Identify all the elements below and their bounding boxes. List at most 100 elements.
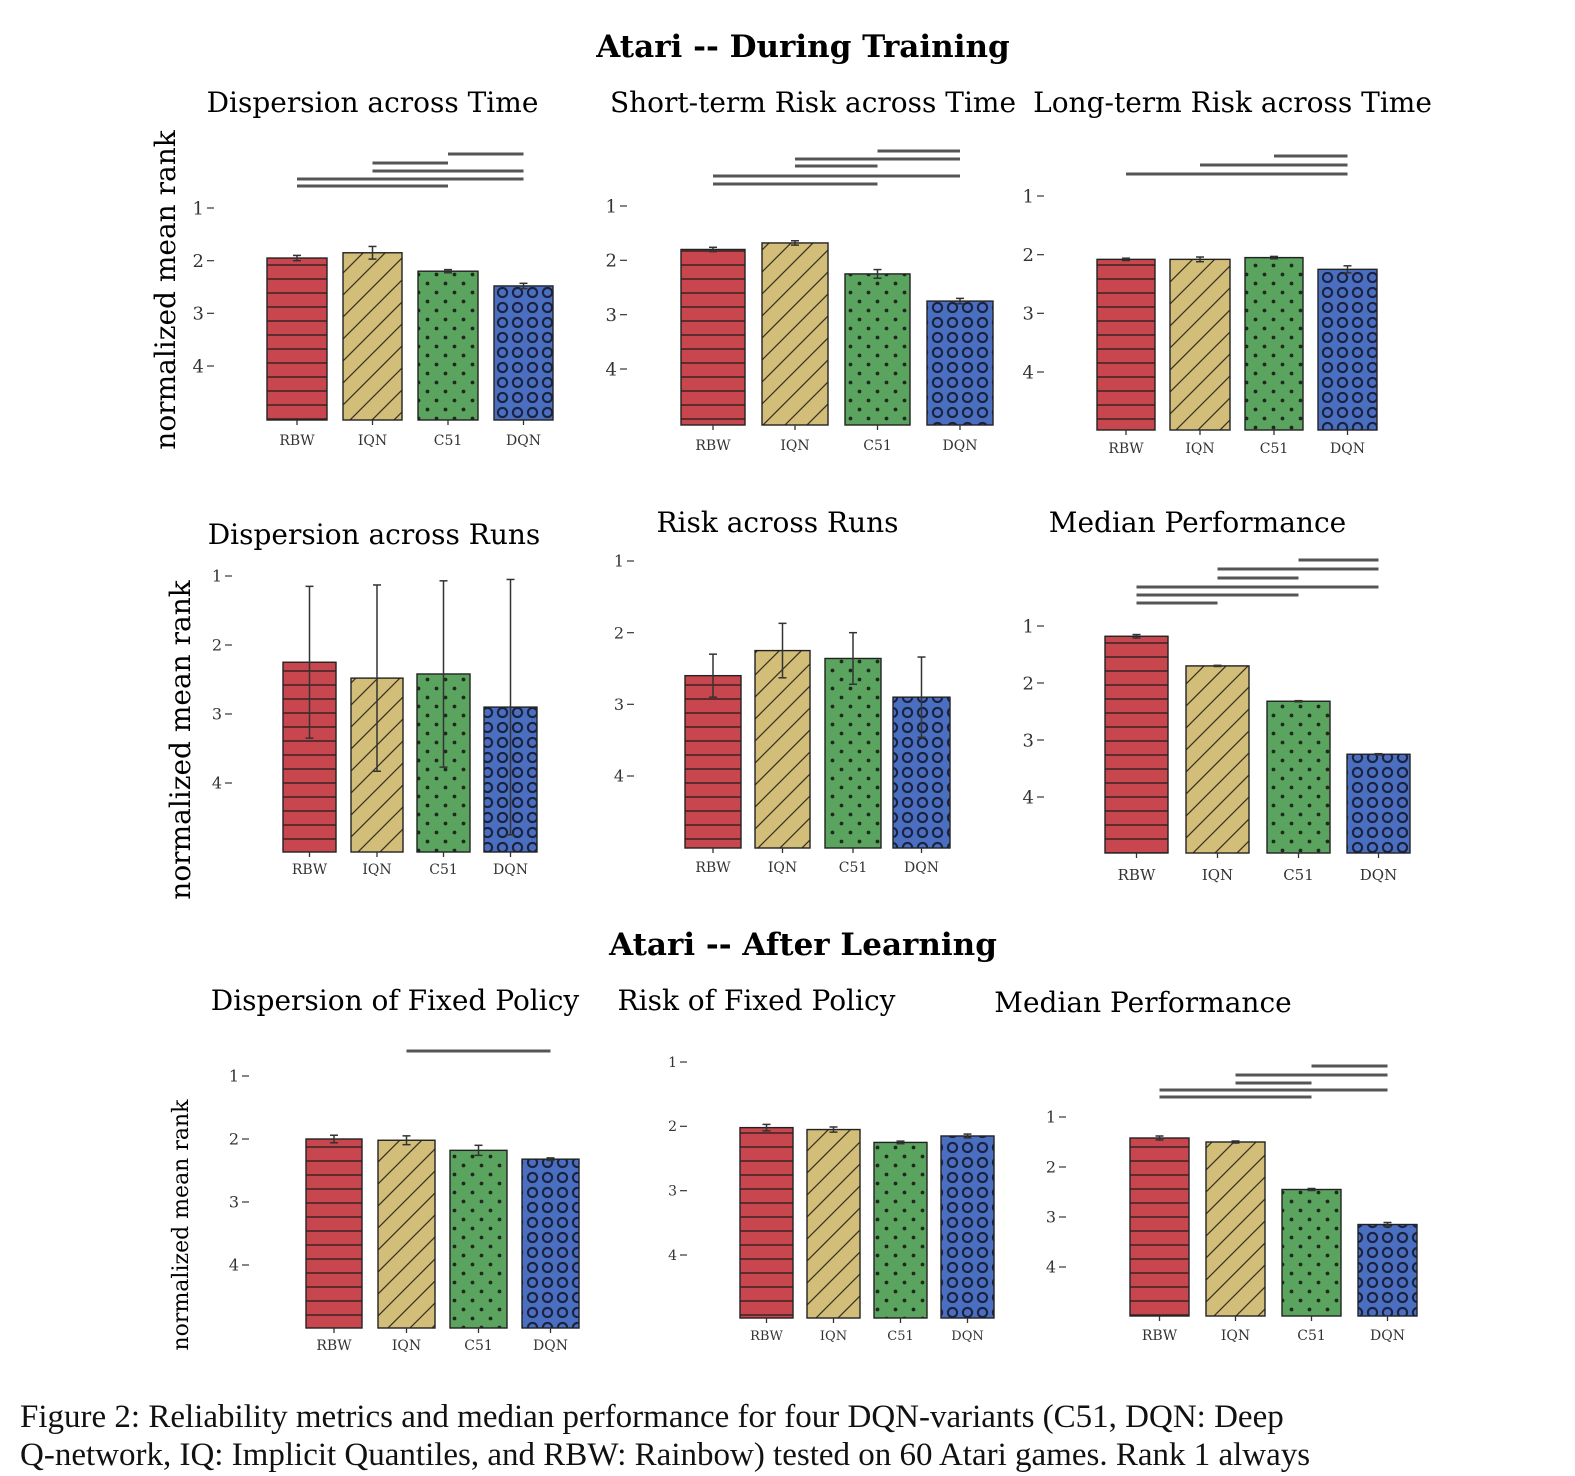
panel-title: Short-term Risk across Time [610,86,1016,119]
error-bar-iqn [1213,664,1222,668]
y-tick-label: 4 [193,356,204,377]
x-tick-label: DQN [904,860,939,876]
bar-dqn [1357,1223,1418,1317]
y-tick-label: 4 [614,767,624,786]
x-tick-label: RBW [695,438,731,454]
error-bar-dqn [956,297,964,305]
bar-dqn [1317,268,1378,431]
y-tick-label: 3 [606,305,617,326]
bar-c51 [873,1141,928,1319]
error-bar-c51 [1294,699,1303,703]
x-tick-label: DQN [1330,441,1365,457]
x-tick-label: RBW [292,862,328,878]
error-bar-rbw [305,585,314,739]
x-tick-label: C51 [1283,866,1314,884]
error-bar-iqn [373,584,381,773]
error-bar-iqn [1231,1140,1240,1144]
x-tick-label: IQN [1202,866,1233,884]
panel-title: Dispersion of Fixed Policy [211,984,580,1017]
error-bar-rbw [762,1123,771,1132]
error-bar-c51 [873,268,882,280]
y-tick-label: 4 [212,774,222,793]
x-tick-label: C51 [839,860,868,876]
error-bar-rbw [709,653,717,698]
y-tick-label: 4 [1046,1258,1056,1277]
y-tick-label: 1 [212,567,222,586]
x-tick-label: IQN [362,862,391,878]
x-tick-label: RBW [1118,866,1156,884]
x-tick-label: RBW [316,1338,352,1354]
error-bar-c51 [896,1140,905,1145]
chart-panel-5: Risk across Runs 1 2 3 4 RBW IQN C51 DQN [614,506,951,876]
x-tick-label: RBW [279,433,315,449]
bar-c51 [844,273,911,426]
chart-panel-9: Median Performance 1 2 3 4 RBW IQN C51 DQN [994,986,1418,1344]
x-tick-label: DQN [1370,1328,1405,1344]
y-tick-label: 1 [193,198,204,219]
error-bar-dqn [506,578,515,836]
bar-c51 [1266,700,1331,854]
y-axis-label: normalized mean rank [164,579,197,899]
error-bar-dqn [1383,1221,1392,1228]
y-tick-label: 1 [606,196,617,217]
figure-caption: Figure 2: Reliability metrics and median… [20,1398,1565,1476]
bar-dqn [521,1158,580,1329]
bar-iqn [761,242,829,426]
caption-line-2: Q-network, IQ: Implicit Quantiles, and R… [20,1437,1311,1473]
y-tick-label: 3 [212,705,222,724]
y-tick-label: 3 [1023,730,1034,751]
y-axis-label: normalized mean rank [169,1099,194,1351]
chart-panel-8: Risk of Fixed Policy 1 2 3 4 RBW IQN C51 DQN [618,984,995,1344]
bar-dqn [493,285,554,421]
y-tick-label: 3 [229,1193,239,1212]
error-bar-dqn [519,282,528,290]
y-tick-label: 2 [668,1119,677,1135]
chart-panel-7: Dispersion of Fixed Policy normalized mea… [169,984,580,1354]
caption-line-1: Figure 2: Reliability metrics and median… [20,1399,1284,1435]
chart-panel-3: Long-term Risk across Time 1 2 3 4 RBW IQN C51 D… [1023,86,1432,457]
bar-c51 [1281,1188,1342,1317]
x-tick-label: C51 [464,1338,493,1354]
y-tick-label: 3 [1023,304,1034,325]
y-tick-label: 1 [1023,186,1034,207]
bar-rbw [1096,258,1156,431]
panel-title: Median Performance [1049,506,1346,539]
panel-title: Risk of Fixed Policy [618,984,896,1017]
y-axis-label: normalized mean rank [149,129,182,449]
y-tick-label: 1 [668,1055,677,1071]
x-tick-label: IQN [768,860,797,876]
error-bar-iqn [368,245,377,260]
error-bar-iqn [778,622,787,679]
y-tick-label: 2 [1023,673,1034,694]
bar-c51 [1244,256,1304,431]
y-tick-label: 1 [229,1067,239,1086]
y-tick-label: 1 [1023,616,1034,637]
chart-panel-6: Median Performance 1 2 3 4 RBW IQN C51 DQN [1023,506,1411,884]
y-tick-label: 2 [1023,245,1034,266]
x-tick-label: C51 [1297,1328,1326,1344]
error-bar-rbw [1132,633,1141,639]
error-bar-c51 [1307,1187,1316,1192]
bar-dqn [926,300,994,426]
chart-panel-1: Dispersion across Time normalized mean ra… [149,86,554,450]
error-bar-dqn [1343,265,1352,274]
bar-c51 [417,270,479,421]
y-tick-label: 3 [668,1184,677,1200]
x-tick-label: C51 [887,1329,914,1344]
y-tick-label: 4 [1023,362,1034,383]
error-bar-dqn [546,1157,555,1162]
y-tick-label: 4 [1023,787,1034,808]
bar-iqn [806,1128,861,1319]
x-tick-label: C51 [429,862,458,878]
x-tick-label: C51 [863,438,892,454]
y-tick-label: 3 [193,304,204,325]
bar-rbw [266,257,328,421]
y-tick-label: 1 [614,552,624,571]
chart-panel-4: Dispersion across Runs normalized mean ra… [164,518,540,900]
figure: Atari -- During Training Atari -- After … [149,29,1432,1354]
error-bar-c51 [849,631,857,686]
y-tick-label: 2 [606,251,617,272]
y-tick-label: 4 [606,359,617,380]
bar-rbw [684,674,742,849]
y-tick-label: 1 [1046,1108,1056,1127]
